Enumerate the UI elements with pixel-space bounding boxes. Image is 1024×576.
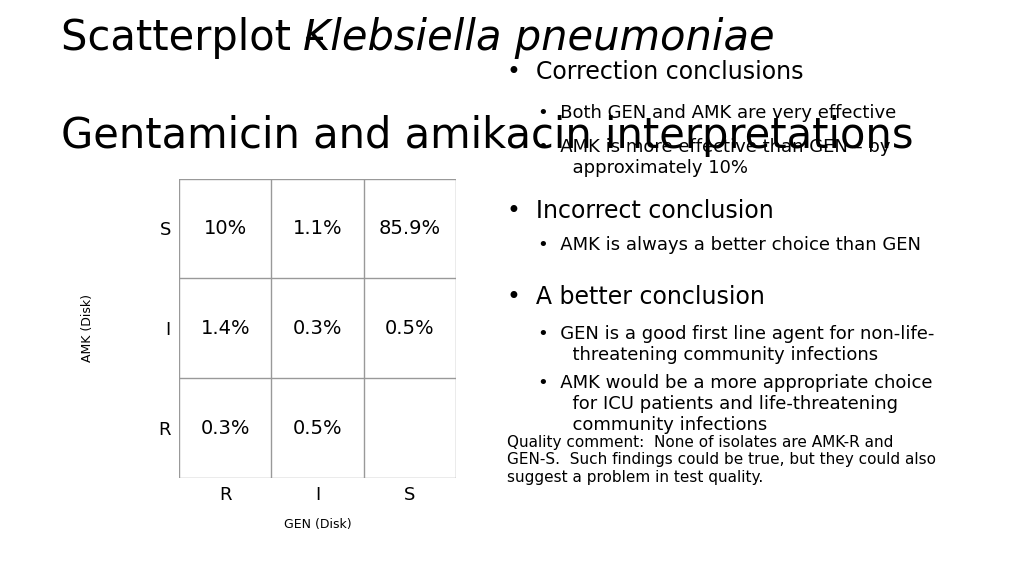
Text: 10%: 10% bbox=[204, 219, 247, 238]
Text: Klebsiella pneumoniae: Klebsiella pneumoniae bbox=[303, 17, 775, 59]
Text: Scatterplot –: Scatterplot – bbox=[61, 17, 339, 59]
Text: 0.3%: 0.3% bbox=[201, 419, 250, 438]
Text: 1.4%: 1.4% bbox=[201, 319, 250, 338]
Text: 0.5%: 0.5% bbox=[385, 319, 434, 338]
Text: 0.5%: 0.5% bbox=[293, 419, 342, 438]
Text: Quality comment:  None of isolates are AMK-R and
GEN-S.  Such findings could be : Quality comment: None of isolates are AM… bbox=[507, 435, 936, 484]
Text: Gentamicin and amikacin interpretations: Gentamicin and amikacin interpretations bbox=[61, 115, 914, 157]
Text: •  GEN is a good first line agent for non-life-
      threatening community infe: • GEN is a good first line agent for non… bbox=[538, 325, 934, 364]
Text: •  Both GEN and AMK are very effective: • Both GEN and AMK are very effective bbox=[538, 104, 896, 122]
Text: •  Incorrect conclusion: • Incorrect conclusion bbox=[507, 199, 773, 223]
Text: •  A better conclusion: • A better conclusion bbox=[507, 285, 765, 309]
X-axis label: GEN (Disk): GEN (Disk) bbox=[284, 518, 351, 531]
Text: 0.3%: 0.3% bbox=[293, 319, 342, 338]
Text: 1.1%: 1.1% bbox=[293, 219, 342, 238]
Text: •  Correction conclusions: • Correction conclusions bbox=[507, 60, 804, 85]
Text: •  AMK is always a better choice than GEN: • AMK is always a better choice than GEN bbox=[538, 236, 921, 254]
Text: 85.9%: 85.9% bbox=[379, 219, 440, 238]
Text: AMK (Disk): AMK (Disk) bbox=[81, 294, 93, 362]
Text: •  AMK is more effective than GEN – by
      approximately 10%: • AMK is more effective than GEN – by ap… bbox=[538, 138, 890, 177]
Text: •  AMK would be a more appropriate choice
      for ICU patients and life-threat: • AMK would be a more appropriate choice… bbox=[538, 374, 932, 434]
